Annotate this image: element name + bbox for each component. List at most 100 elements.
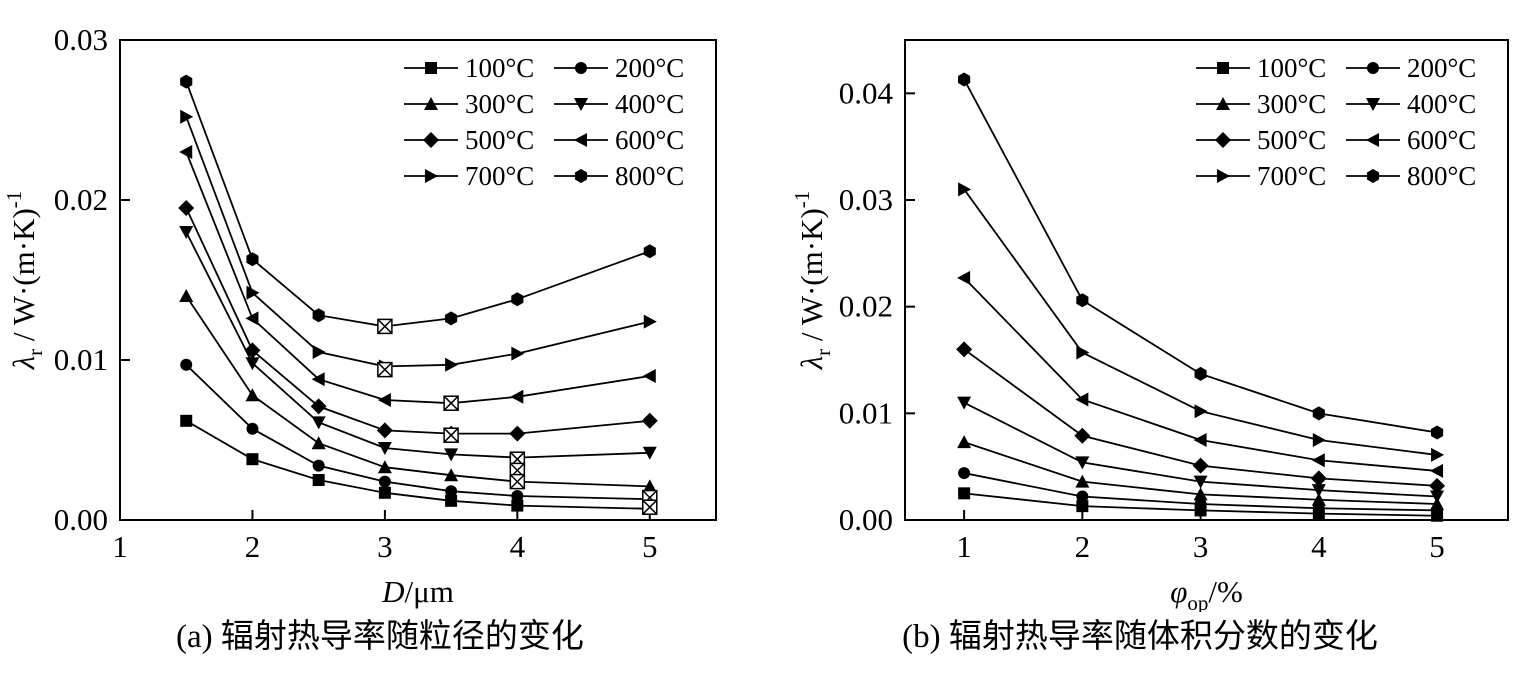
legend-label: 600°C xyxy=(1407,125,1476,155)
marker-triangle-left xyxy=(642,369,656,383)
marker-triangle-right xyxy=(958,182,972,197)
marker-triangle-up xyxy=(245,388,260,402)
marker-diamond xyxy=(509,425,526,442)
x-axis-label: D/μm xyxy=(381,574,454,609)
legend-entry-100: 100°C xyxy=(1196,53,1326,83)
legend-entry-500: 500°C xyxy=(404,125,534,155)
series-line-7 xyxy=(185,81,651,328)
legend-entry-800: 800°C xyxy=(1346,161,1476,191)
marker-hexagon xyxy=(312,308,325,323)
marker-triangle-down xyxy=(1430,490,1445,504)
marker-triangle-right xyxy=(1194,404,1208,419)
marker-circle xyxy=(180,358,193,371)
y-tick-label: 0.04 xyxy=(839,75,894,110)
marker-triangle-up xyxy=(377,460,392,474)
marker-circle xyxy=(1076,490,1089,503)
marker-triangle-down xyxy=(1366,98,1380,111)
marker-circle xyxy=(445,485,458,498)
legend-label: 300°C xyxy=(465,89,534,119)
series-line-3 xyxy=(185,231,650,459)
y-tick-label: 0.01 xyxy=(54,342,108,377)
legend-label: 400°C xyxy=(615,89,684,119)
marker-triangle-down xyxy=(377,442,392,455)
marker-triangle-up xyxy=(1216,97,1230,110)
legend-entry-700: 700°C xyxy=(404,161,534,191)
marker-circle xyxy=(246,422,259,435)
marker-triangle-left xyxy=(1311,453,1325,468)
marker-circle xyxy=(575,62,587,74)
series-line-6 xyxy=(185,116,650,368)
x-tick-label: 3 xyxy=(377,529,393,564)
legend-label: 200°C xyxy=(615,53,684,83)
marker-hexagon xyxy=(1430,425,1444,440)
marker-diamond xyxy=(178,200,195,216)
legend-label: 800°C xyxy=(1407,161,1476,191)
caption-a: (a) 辐射热导率随粒径的变化 xyxy=(176,619,584,655)
marker-hexagon xyxy=(511,292,524,307)
y-tick-label: 0.00 xyxy=(54,502,108,537)
marker-diamond xyxy=(1429,477,1446,494)
marker-square xyxy=(378,486,391,499)
marker-triangle-right xyxy=(312,345,326,359)
marker-diamond xyxy=(376,422,393,439)
marker-hexagon xyxy=(1312,406,1325,421)
marker-square xyxy=(1076,500,1089,513)
marker-hexagon xyxy=(643,244,656,259)
marker-triangle-up xyxy=(311,436,326,450)
x-tick-label: 1 xyxy=(956,529,972,564)
marker-triangle-right xyxy=(246,285,260,300)
panel-b: 1 2 3 4 5 0.00 0.01 0.02 0.03 0.04 φop/% λr / W·(m·… xyxy=(760,0,1520,697)
chart-b: 1 2 3 4 5 0.00 0.01 0.02 0.03 0.04 φop/% λr / W·(m·… xyxy=(790,39,1509,612)
marker-square xyxy=(1217,62,1229,74)
marker-diamond xyxy=(423,132,439,148)
marker-square-cross xyxy=(443,395,459,411)
y-tick-label: 0.02 xyxy=(839,289,893,324)
legend-entry-100: 100°C xyxy=(404,53,534,83)
marker-triangle-left xyxy=(510,389,524,404)
marker-triangle-right xyxy=(180,109,194,124)
marker-hexagon xyxy=(246,252,259,267)
marker-triangle-down xyxy=(1075,456,1090,470)
marker-square-cross xyxy=(509,473,526,490)
marker-hexagon xyxy=(180,74,193,89)
marker-square xyxy=(511,499,524,512)
x-tick-label: 5 xyxy=(1429,529,1445,564)
legend-entry-600: 600°C xyxy=(1346,125,1476,155)
marker-triangle-up xyxy=(1311,492,1326,506)
marker-square xyxy=(180,414,193,427)
marker-square xyxy=(445,494,458,507)
marker-square xyxy=(958,487,971,500)
y-tick-label: 0.01 xyxy=(839,395,893,430)
marker-triangle-down xyxy=(311,416,326,430)
marker-triangle-down xyxy=(1193,475,1208,489)
y-tick-label: 0.03 xyxy=(54,22,108,57)
marker-triangle-down xyxy=(444,448,459,462)
marker-triangle-up xyxy=(1193,487,1208,501)
marker-triangle-right xyxy=(1431,447,1445,462)
marker-hexagon xyxy=(958,72,971,87)
marker-triangle-left xyxy=(311,372,325,387)
marker-triangle-left xyxy=(1075,392,1089,407)
marker-diamond xyxy=(244,342,261,359)
marker-triangle-left xyxy=(1430,463,1444,478)
x-tick-label: 4 xyxy=(1311,529,1327,564)
legend-entry-200: 200°C xyxy=(554,53,684,83)
marker-triangle-up xyxy=(444,468,459,482)
marker-triangle-down xyxy=(957,396,972,410)
x-tick-label: 3 xyxy=(1193,529,1209,564)
marker-triangle-right xyxy=(643,314,657,329)
marker-triangle-right xyxy=(1076,345,1090,360)
marker-circle xyxy=(511,490,524,502)
marker-square-cross xyxy=(443,427,459,443)
marker-triangle-left xyxy=(377,393,391,407)
marker-triangle-up xyxy=(179,289,194,302)
marker-diamond xyxy=(1192,457,1209,474)
marker-square xyxy=(312,474,325,486)
marker-hexagon xyxy=(1194,366,1207,381)
legend-entry-300: 300°C xyxy=(404,89,534,119)
marker-diamond xyxy=(310,398,327,415)
marker-hexagon xyxy=(1366,169,1380,183)
marker-triangle-left xyxy=(1366,133,1379,147)
marker-triangle-down xyxy=(574,98,588,111)
